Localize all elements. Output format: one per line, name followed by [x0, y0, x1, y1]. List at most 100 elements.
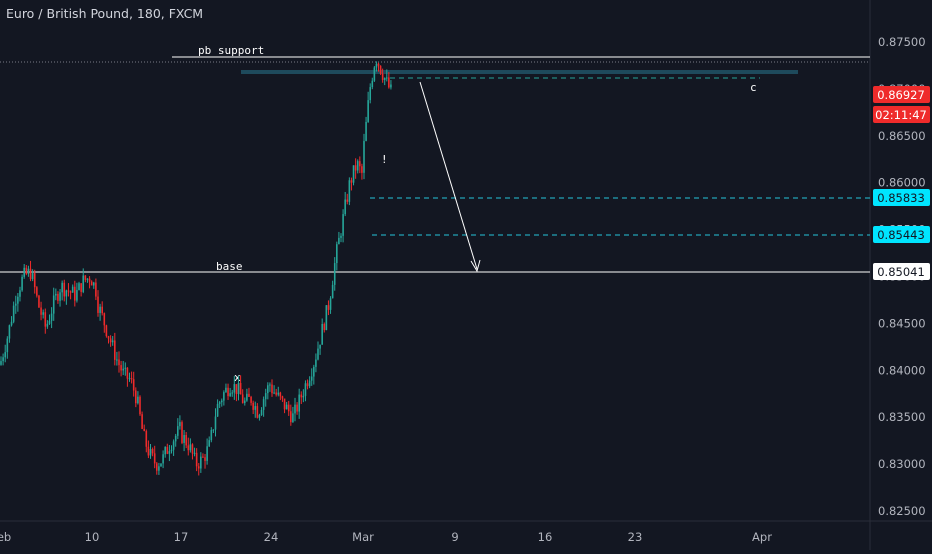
candle-body	[359, 161, 361, 167]
candle-body	[195, 452, 198, 467]
candle-body	[52, 295, 55, 314]
candle-body	[352, 165, 355, 183]
candle-body	[107, 336, 110, 339]
candle-body	[304, 383, 307, 396]
candle-body	[220, 400, 223, 403]
candle-body	[149, 449, 152, 456]
base-price-label: 0.85041	[873, 263, 930, 280]
candle-body	[80, 283, 82, 292]
candle-body	[97, 296, 99, 313]
svg-text:02:11:47: 02:11:47	[875, 108, 927, 122]
candle-body	[71, 286, 74, 293]
candle-body	[300, 394, 303, 398]
candle-body	[321, 323, 323, 345]
candle-body	[381, 73, 384, 80]
price-tick-label: 0.86000	[878, 176, 926, 190]
candle-body	[10, 321, 13, 326]
candle-body	[25, 267, 28, 274]
price-tick-label: 0.87500	[878, 35, 926, 49]
candle-body	[40, 307, 42, 315]
time-tick-label: 9	[451, 530, 458, 544]
candle-body	[338, 237, 340, 245]
candle-body	[365, 121, 367, 141]
candle-body	[294, 404, 296, 414]
candle-body	[285, 404, 288, 410]
level-1-price-label: 0.85833	[873, 189, 930, 206]
candle-body	[116, 359, 118, 361]
candle-body	[109, 338, 112, 343]
candle-body	[250, 396, 252, 403]
candle-body	[367, 100, 369, 122]
candle-body	[281, 396, 284, 399]
candle-body	[12, 305, 15, 322]
candle-body	[95, 282, 97, 297]
candle-body	[59, 292, 61, 301]
candle-body	[256, 406, 259, 418]
candle-body	[317, 348, 319, 360]
candle-body	[42, 312, 44, 315]
candle-body	[61, 282, 63, 293]
candle-body	[290, 411, 292, 423]
candle-body	[197, 466, 200, 469]
candle-body	[333, 263, 336, 285]
time-axis[interactable]: eb 10 17 24 Mar 9 16 23 Apr	[0, 530, 772, 544]
candle-body	[258, 415, 261, 418]
candle-body	[319, 344, 321, 349]
candle-body	[114, 340, 116, 360]
candle-body	[120, 365, 122, 371]
svg-text:0.86927: 0.86927	[877, 88, 925, 102]
candle-body	[147, 446, 150, 456]
candle-body	[63, 282, 66, 297]
candle-body	[292, 413, 294, 423]
candle-body	[111, 340, 114, 343]
candle-body	[390, 84, 392, 88]
candle-body	[271, 384, 273, 394]
candle-body	[327, 305, 330, 310]
candle-body	[218, 402, 221, 404]
svg-text:0.85041: 0.85041	[877, 265, 925, 279]
candle-body	[78, 283, 80, 291]
candle-body	[385, 77, 388, 79]
candle-body	[344, 199, 346, 215]
candle-body	[264, 393, 267, 400]
candle-body	[310, 376, 313, 381]
candle-body	[340, 235, 342, 238]
candle-body	[170, 449, 173, 452]
candle-body	[6, 338, 9, 353]
candle-body	[90, 281, 93, 286]
candle-body	[137, 396, 139, 404]
candle-body	[193, 452, 196, 454]
svg-text:0.85443: 0.85443	[877, 228, 925, 242]
candle-body	[31, 273, 34, 280]
candle-body	[130, 378, 133, 380]
candles-group	[0, 61, 392, 476]
projection-arrow-line[interactable]	[419, 81, 478, 270]
candle-body	[177, 426, 179, 436]
candle-body	[373, 67, 376, 81]
time-tick-label: 24	[264, 530, 279, 544]
candle-body	[145, 431, 148, 447]
resistance-zone[interactable]	[241, 70, 798, 74]
candle-body	[363, 140, 365, 173]
candle-body	[160, 463, 162, 467]
candle-body	[179, 422, 181, 427]
time-tick-label: eb	[0, 530, 11, 544]
candle-body	[67, 290, 70, 292]
candle-body	[17, 296, 19, 304]
symbol-title[interactable]: Euro / British Pound, 180, FXCM	[6, 6, 204, 21]
candle-body	[88, 278, 91, 282]
candle-body	[233, 384, 236, 393]
candle-body	[76, 290, 78, 301]
countdown-label: 02:11:47	[873, 106, 930, 123]
candle-body	[27, 268, 30, 274]
candle-body	[204, 457, 206, 461]
projection-arrow-head	[470, 259, 481, 273]
candle-body	[84, 275, 87, 280]
candle-body	[82, 275, 85, 292]
candle-body	[143, 428, 145, 432]
candle-body	[101, 306, 103, 314]
candle-body	[275, 392, 277, 395]
candle-body	[383, 78, 386, 80]
